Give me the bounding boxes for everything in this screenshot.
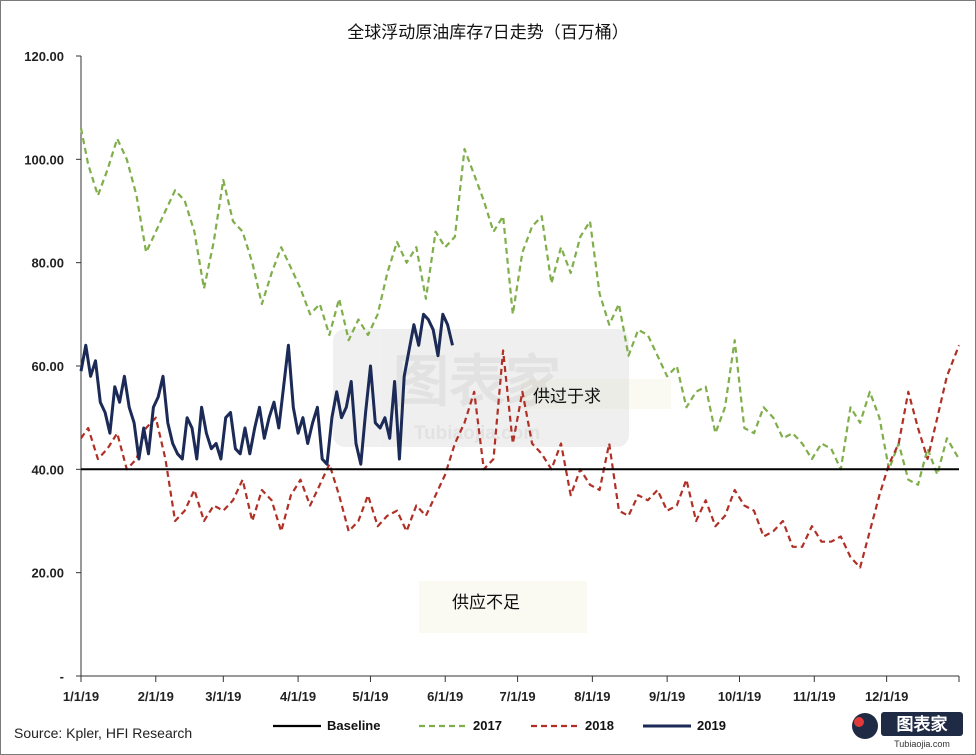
x-tick-label: 11/1/19 (793, 689, 836, 704)
x-tick-label: 4/1/19 (280, 689, 316, 704)
watermark-text: 图表家 (393, 350, 561, 413)
series-line-2018 (80, 344, 961, 569)
legend-label-2019: 2019 (697, 718, 726, 733)
series-layer (79, 128, 961, 569)
x-tick-label: 8/1/19 (574, 689, 610, 704)
logo: 图表家 Tubiaojia.com (852, 712, 963, 749)
y-axis: - 20.00 40.00 60.00 80.00 100.00 120.00 (24, 49, 82, 684)
legend-label-2018: 2018 (585, 718, 614, 733)
legend: Baseline 2017 2018 2019 (273, 718, 726, 733)
x-tick-label: 5/1/19 (352, 689, 388, 704)
x-axis: 1/1/19 2/1/19 3/1/19 4/1/19 5/1/19 6/1/19 7/1/… (63, 675, 960, 704)
x-tick-label: 2/1/19 (138, 689, 174, 704)
oversupply-label: 供过于求 (533, 387, 601, 406)
series-line-2019 (79, 312, 454, 466)
x-tick-label: 9/1/19 (649, 689, 685, 704)
y-tick-label: 40.00 (31, 462, 64, 477)
source-note: Source: Kpler, HFI Research (14, 725, 192, 741)
y-tick-label: - (60, 669, 64, 684)
x-tick-label: 12/1/19 (865, 689, 908, 704)
legend-label-2017: 2017 (473, 718, 502, 733)
watermark-subtext: Tubiaojia.com (414, 423, 540, 444)
logo-subtext: Tubiaojia.com (894, 739, 950, 749)
logo-icon (852, 713, 878, 739)
x-tick-label: 7/1/19 (500, 689, 536, 704)
x-tick-label: 1/1/19 (63, 689, 99, 704)
y-tick-label: 100.00 (24, 152, 64, 167)
x-tick-label: 10/1/19 (718, 689, 761, 704)
x-tick-label: 6/1/19 (427, 689, 463, 704)
y-tick-label: 80.00 (31, 256, 64, 271)
undersupply-box (419, 581, 587, 633)
legend-label-baseline: Baseline (327, 718, 380, 733)
y-tick-label: 20.00 (31, 566, 64, 581)
x-tick-label: 3/1/19 (205, 689, 241, 704)
chart-title: 全球浮动原油库存7日走势（百万桶） (347, 23, 628, 42)
undersupply-label: 供应不足 (452, 593, 520, 612)
oversupply-box (521, 379, 671, 409)
logo-text: 图表家 (897, 714, 948, 734)
y-tick-label: 120.00 (24, 49, 64, 64)
y-tick-label: 60.00 (31, 359, 64, 374)
